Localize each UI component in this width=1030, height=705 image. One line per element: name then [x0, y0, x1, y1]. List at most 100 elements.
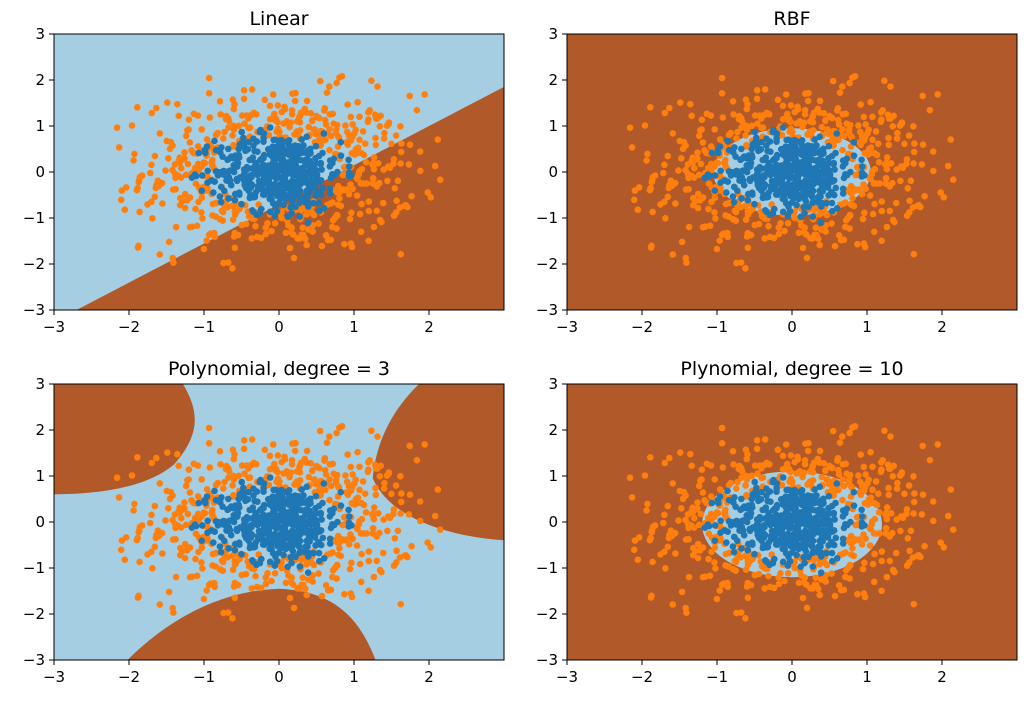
point-outer-class: [269, 441, 277, 448]
point-outer-class: [134, 104, 141, 111]
point-inner-class: [711, 522, 719, 529]
point-outer-class: [358, 200, 365, 208]
point-outer-class: [288, 574, 296, 581]
point-outer-class: [682, 166, 689, 174]
point-outer-class: [264, 220, 271, 227]
point-outer-class: [341, 536, 348, 544]
point-outer-class: [405, 161, 413, 168]
point-outer-class: [199, 215, 206, 222]
point-inner-class: [800, 188, 807, 195]
y-tick-label: 3: [35, 25, 45, 43]
point-inner-class: [306, 188, 314, 195]
x-tick-label: −3: [43, 318, 65, 336]
point-outer-class: [718, 581, 726, 589]
point-inner-class: [818, 199, 826, 207]
point-outer-class: [734, 128, 741, 136]
point-outer-class: [184, 160, 192, 168]
point-outer-class: [889, 473, 897, 480]
point-outer-class: [341, 240, 348, 248]
point-inner-class: [276, 137, 283, 145]
point-outer-class: [705, 205, 712, 213]
point-outer-class: [303, 97, 311, 105]
point-inner-class: [275, 148, 283, 155]
point-inner-class: [285, 158, 293, 166]
point-outer-class: [309, 467, 316, 475]
point-inner-class: [822, 168, 829, 176]
point-inner-class: [247, 530, 255, 538]
point-outer-class: [431, 162, 439, 170]
point-outer-class: [156, 130, 164, 137]
point-outer-class: [286, 244, 294, 252]
point-outer-class: [685, 223, 693, 231]
point-outer-class: [678, 238, 686, 246]
point-outer-class: [801, 574, 808, 581]
point-inner-class: [730, 548, 738, 556]
y-tick-label: 2: [35, 421, 45, 439]
point-inner-class: [809, 549, 816, 557]
point-outer-class: [857, 101, 864, 108]
point-outer-class: [434, 486, 442, 493]
point-outer-class: [333, 79, 340, 87]
point-inner-class: [823, 549, 830, 557]
point-outer-class: [370, 160, 378, 168]
point-outer-class: [334, 532, 342, 540]
point-inner-class: [191, 521, 199, 528]
point-outer-class: [893, 516, 900, 523]
point-outer-class: [937, 539, 944, 546]
point-inner-class: [782, 493, 789, 501]
point-outer-class: [742, 615, 749, 622]
point-inner-class: [761, 173, 768, 181]
point-outer-class: [209, 156, 216, 164]
point-outer-class: [180, 156, 188, 163]
point-outer-class: [397, 473, 404, 480]
point-outer-class: [366, 107, 374, 114]
point-outer-class: [870, 180, 878, 187]
point-inner-class: [809, 199, 816, 207]
point-outer-class: [831, 242, 839, 250]
point-outer-class: [695, 521, 703, 529]
point-outer-class: [713, 245, 721, 253]
x-tick-label: 0: [787, 318, 797, 336]
point-inner-class: [819, 188, 826, 195]
point-outer-class: [702, 223, 709, 230]
point-outer-class: [169, 166, 176, 174]
y-tick-label: 1: [548, 117, 558, 135]
point-inner-class: [279, 177, 287, 185]
point-outer-class: [861, 484, 869, 491]
point-inner-class: [306, 538, 314, 545]
y-tick-label: −3: [23, 301, 45, 319]
point-outer-class: [727, 129, 735, 137]
point-inner-class: [291, 512, 298, 519]
point-outer-class: [736, 112, 743, 120]
point-outer-class: [744, 101, 751, 108]
point-inner-class: [249, 155, 256, 162]
point-outer-class: [899, 514, 907, 522]
point-inner-class: [820, 150, 827, 157]
point-outer-class: [899, 164, 907, 172]
point-outer-class: [216, 448, 224, 455]
point-inner-class: [770, 476, 777, 484]
point-outer-class: [855, 122, 862, 129]
point-outer-class: [887, 83, 894, 90]
point-outer-class: [694, 554, 702, 562]
point-outer-class: [754, 120, 761, 127]
point-outer-class: [406, 92, 414, 100]
point-inner-class: [217, 198, 225, 206]
point-inner-class: [243, 166, 251, 174]
point-outer-class: [774, 446, 782, 454]
point-inner-class: [738, 518, 745, 525]
point-outer-class: [198, 559, 205, 566]
point-inner-class: [829, 207, 836, 215]
point-outer-class: [803, 254, 811, 262]
point-inner-class: [250, 485, 257, 493]
point-inner-class: [279, 194, 287, 202]
point-outer-class: [904, 535, 912, 542]
point-inner-class: [317, 177, 325, 184]
point-outer-class: [848, 201, 855, 208]
point-outer-class: [716, 486, 724, 493]
point-outer-class: [697, 510, 705, 518]
point-outer-class: [248, 215, 255, 222]
point-outer-class: [346, 565, 354, 573]
point-outer-class: [929, 148, 937, 155]
x-tick-label: −2: [118, 318, 140, 336]
